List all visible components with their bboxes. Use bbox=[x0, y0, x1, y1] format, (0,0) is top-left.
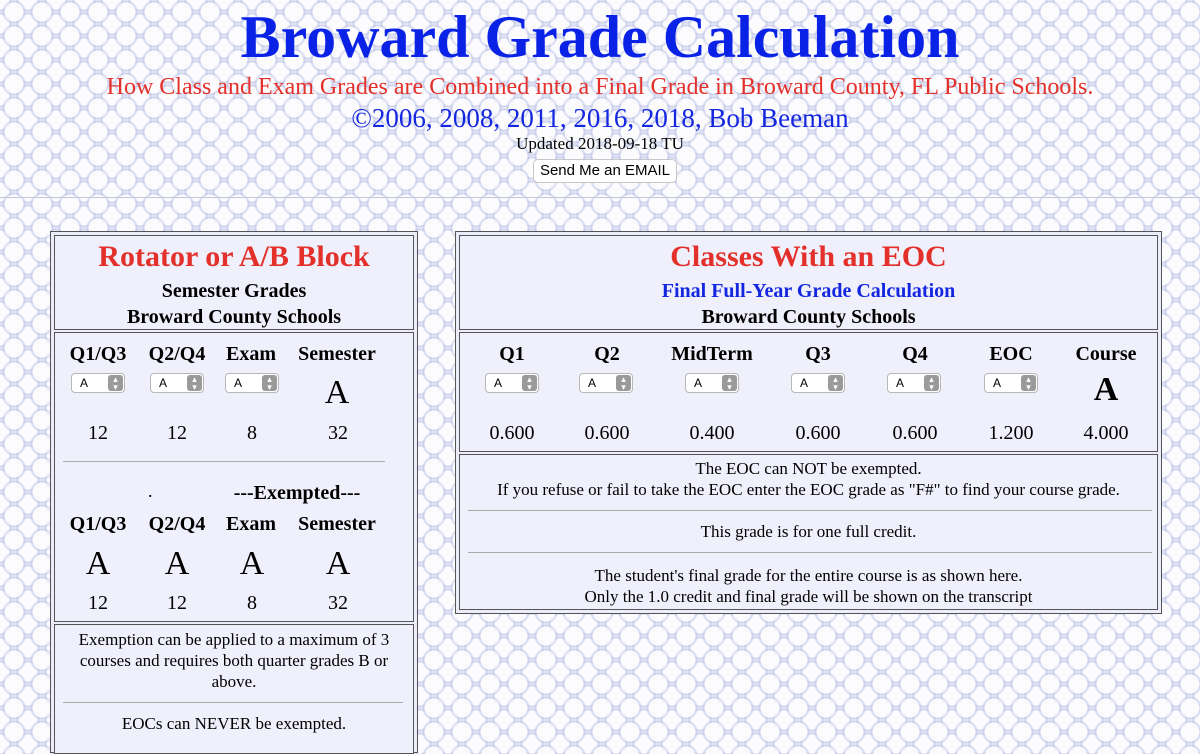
col-q1: Q1 bbox=[499, 343, 525, 365]
exam-grade-select[interactable]: A ▴ ▾ bbox=[225, 373, 279, 393]
midterm-select-value: A bbox=[694, 376, 703, 390]
col-q2: Q2 bbox=[594, 343, 620, 365]
q1-select-value: A bbox=[494, 376, 503, 390]
q3-select-value: A bbox=[800, 376, 809, 390]
exempt-col-q2q4: Q2/Q4 bbox=[148, 513, 206, 535]
eoc-select-value: A bbox=[993, 376, 1002, 390]
rotator-title-box: Rotator or A/B Block Semester Grades Bro… bbox=[54, 235, 414, 330]
semester-points: 32 bbox=[328, 422, 348, 444]
q2-points: 0.600 bbox=[584, 422, 630, 444]
divider bbox=[63, 461, 385, 462]
rotator-grades-box: Q1/Q3 Q2/Q4 Exam Semester A ▴ ▾ A ▴ ▾ A ▴ ▾ A … bbox=[54, 332, 414, 622]
q2q4-points: 12 bbox=[167, 422, 187, 444]
q2q4-select-value: A bbox=[159, 376, 168, 390]
eoc-title: Classes With an EOC bbox=[670, 240, 947, 273]
q3-grade-select[interactable]: A ▴ ▾ bbox=[791, 373, 845, 393]
course-points: 4.000 bbox=[1083, 422, 1129, 444]
page-title: Broward Grade Calculation bbox=[240, 4, 960, 70]
exempt-col-semester: Semester bbox=[298, 513, 376, 535]
q4-grade-select[interactable]: A ▴ ▾ bbox=[887, 373, 941, 393]
full-credit-note: This grade is for one full credit. bbox=[700, 522, 917, 541]
semester-result-grade: A bbox=[324, 374, 350, 411]
col-q4: Q4 bbox=[902, 343, 928, 365]
select-arrows-icon: ▴ ▾ bbox=[187, 375, 202, 392]
exempt-col-exam: Exam bbox=[226, 513, 276, 535]
exempt-q2q4-points: 12 bbox=[167, 592, 187, 614]
eoc-panel: Classes With an EOC Final Full-Year Grad… bbox=[455, 231, 1162, 614]
midterm-points: 0.400 bbox=[689, 422, 735, 444]
exempted-label: ---Exempted--- bbox=[233, 482, 361, 504]
select-arrows-icon: ▴ ▾ bbox=[522, 375, 537, 392]
exempt-q2q4-grade: A bbox=[164, 545, 190, 582]
select-arrows-icon: ▴ ▾ bbox=[262, 375, 277, 392]
send-email-button[interactable]: Send Me an EMAIL bbox=[533, 159, 677, 183]
exempt-q1q3-grade: A bbox=[85, 545, 111, 582]
updated-date: Updated 2018-09-18 TU bbox=[516, 134, 684, 153]
page-header: Broward Grade Calculation How Class and … bbox=[0, 0, 1200, 198]
col-q3: Q3 bbox=[805, 343, 831, 365]
select-arrows-icon: ▴ ▾ bbox=[828, 375, 843, 392]
q1q3-grade-select[interactable]: A ▴ ▾ bbox=[71, 373, 125, 393]
exempt-q1q3-points: 12 bbox=[88, 592, 108, 614]
exempt-exam-grade: A bbox=[239, 545, 265, 582]
page-subtitle: How Class and Exam Grades are Combined i… bbox=[106, 74, 1094, 100]
q2q4-grade-select[interactable]: A ▴ ▾ bbox=[150, 373, 204, 393]
select-arrows-icon: ▴ ▾ bbox=[924, 375, 939, 392]
rotator-notes-box: Exemption can be applied to a maximum of… bbox=[54, 624, 414, 754]
eoc-note: EOCs can NEVER be exempted. bbox=[121, 714, 347, 733]
q1-grade-select[interactable]: A ▴ ▾ bbox=[485, 373, 539, 393]
rotator-line1: Semester Grades bbox=[161, 280, 307, 302]
copyright-line: ©2006, 2008, 2011, 2016, 2018, Bob Beema… bbox=[351, 103, 849, 133]
divider bbox=[63, 702, 403, 703]
q1q3-points: 12 bbox=[88, 422, 108, 444]
transcript-note: Only the 1.0 credit and final grade will… bbox=[584, 587, 1033, 606]
col-semester: Semester bbox=[298, 343, 376, 365]
col-course: Course bbox=[1075, 343, 1137, 365]
eoc-grade-select[interactable]: A ▴ ▾ bbox=[984, 373, 1038, 393]
eoc-subtitle: Final Full-Year Grade Calculation bbox=[661, 280, 956, 302]
select-arrows-icon: ▴ ▾ bbox=[616, 375, 631, 392]
select-arrows-icon: ▴ ▾ bbox=[722, 375, 737, 392]
exam-points: 8 bbox=[247, 422, 257, 444]
q2-select-value: A bbox=[588, 376, 597, 390]
exempt-semester-grade: A bbox=[325, 545, 351, 582]
exempt-semester-points: 32 bbox=[328, 592, 348, 614]
divider bbox=[468, 552, 1152, 553]
exam-select-value: A bbox=[234, 376, 243, 390]
final-grade-note: The student's final grade for the entire… bbox=[594, 566, 1023, 585]
rotator-panel: Rotator or A/B Block Semester Grades Bro… bbox=[50, 231, 418, 754]
col-eoc: EOC bbox=[989, 343, 1033, 365]
rotator-title: Rotator or A/B Block bbox=[98, 240, 370, 273]
divider bbox=[468, 510, 1152, 511]
q4-points: 0.600 bbox=[892, 422, 938, 444]
course-result-grade: A bbox=[1093, 371, 1119, 408]
col-midterm: MidTerm bbox=[671, 343, 753, 365]
q1-points: 0.600 bbox=[489, 422, 535, 444]
exemption-note: Exemption can be applied to a maximum of… bbox=[78, 630, 390, 691]
col-exam: Exam bbox=[226, 343, 276, 365]
select-arrows-icon: ▴ ▾ bbox=[108, 375, 123, 392]
exempt-exam-points: 8 bbox=[247, 592, 257, 614]
select-arrows-icon: ▴ ▾ bbox=[1021, 375, 1036, 392]
eoc-title-box: Classes With an EOC Final Full-Year Grad… bbox=[459, 235, 1158, 330]
eoc-notes-box: The EOC can NOT be exempted. If you refu… bbox=[459, 454, 1158, 610]
rotator-line2: Broward County Schools bbox=[126, 306, 342, 328]
eoc-not-exempt-note: The EOC can NOT be exempted. bbox=[695, 459, 922, 478]
q2-grade-select[interactable]: A ▴ ▾ bbox=[579, 373, 633, 393]
eoc-points: 1.200 bbox=[988, 422, 1034, 444]
dot-marker: . bbox=[148, 481, 153, 501]
eoc-grades-box: Q1 Q2 MidTerm Q3 Q4 EOC Course A ▴ ▾ A ▴ ▾ A… bbox=[459, 332, 1158, 452]
q4-select-value: A bbox=[896, 376, 905, 390]
eoc-line2: Broward County Schools bbox=[701, 306, 916, 328]
midterm-grade-select[interactable]: A ▴ ▾ bbox=[685, 373, 739, 393]
col-q2q4: Q2/Q4 bbox=[148, 343, 206, 365]
q3-points: 0.600 bbox=[795, 422, 841, 444]
col-q1q3: Q1/Q3 bbox=[69, 343, 127, 365]
eoc-refuse-note: If you refuse or fail to take the EOC en… bbox=[497, 480, 1120, 499]
q1q3-select-value: A bbox=[80, 376, 89, 390]
exempt-col-q1q3: Q1/Q3 bbox=[69, 513, 127, 535]
